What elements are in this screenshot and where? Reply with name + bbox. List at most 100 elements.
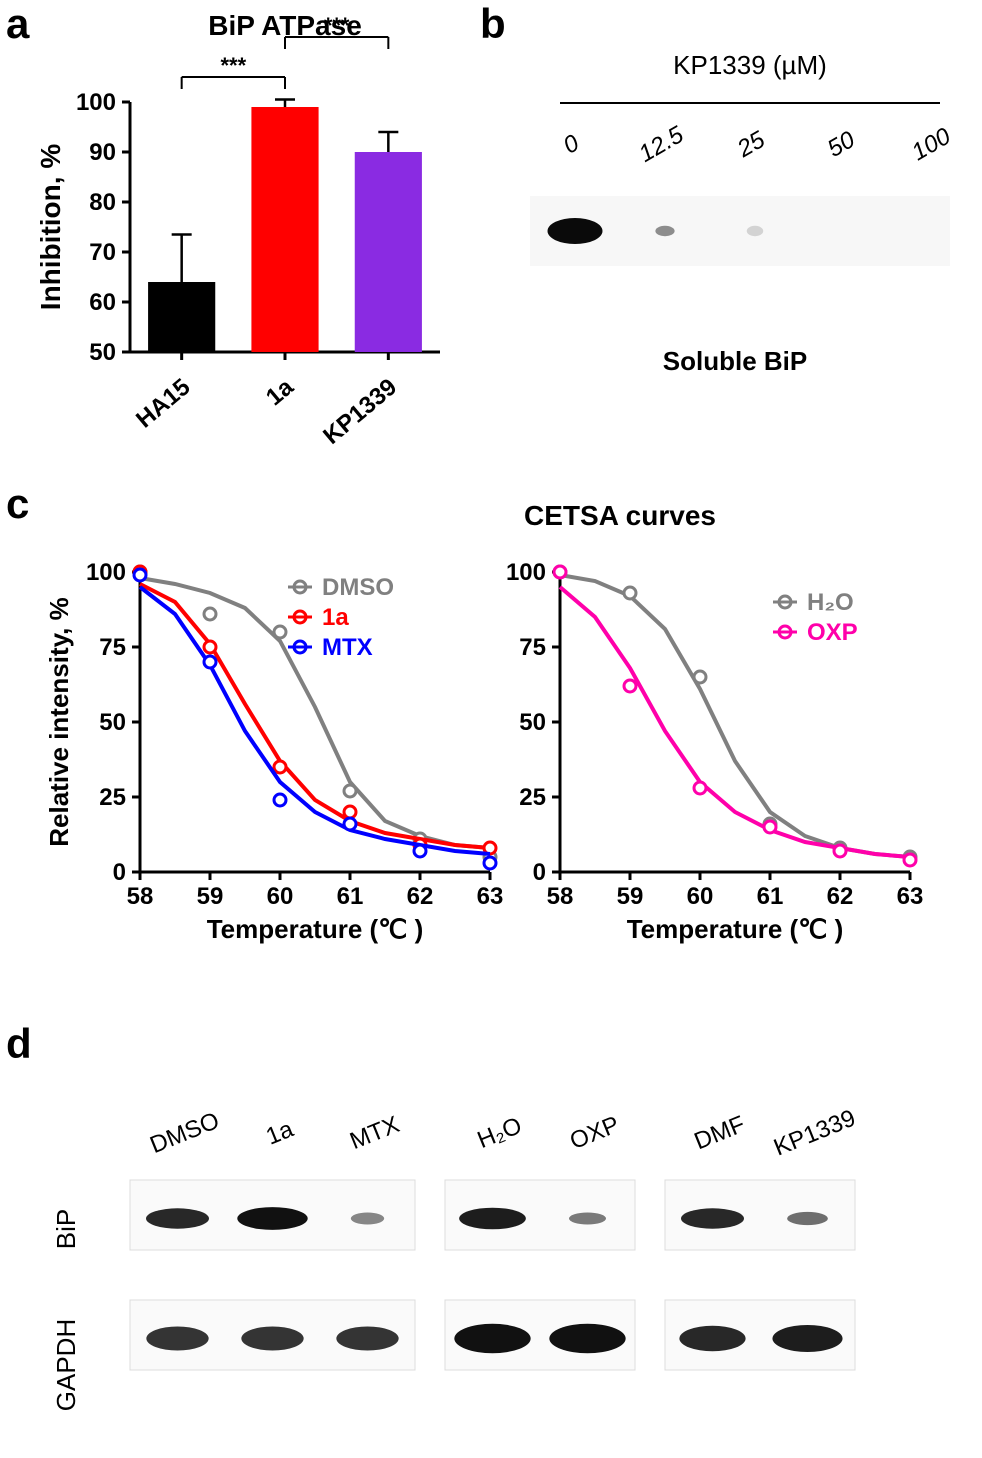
panel-c-title: CETSA curves: [280, 500, 960, 532]
svg-text:50: 50: [89, 339, 116, 366]
svg-text:62: 62: [827, 883, 854, 910]
bar: [251, 107, 318, 352]
data-point: [764, 821, 776, 833]
curve: [140, 584, 490, 848]
band: [747, 226, 764, 236]
svg-text:75: 75: [519, 634, 546, 661]
panel-b-header: KP1339 (µM): [540, 50, 960, 81]
data-point: [624, 680, 636, 692]
data-point: [134, 569, 146, 581]
svg-text:58: 58: [547, 883, 574, 910]
svg-text:62: 62: [407, 883, 434, 910]
svg-text:100: 100: [506, 559, 546, 586]
svg-text:MTX: MTX: [322, 634, 373, 661]
svg-text:75: 75: [99, 634, 126, 661]
svg-text:HA15: HA15: [131, 373, 195, 433]
svg-text:KP1339: KP1339: [770, 1105, 859, 1162]
svg-text:***: ***: [324, 13, 350, 38]
svg-text:59: 59: [617, 883, 644, 910]
svg-text:BiP: BiP: [51, 1209, 81, 1249]
svg-text:80: 80: [89, 189, 116, 216]
data-point: [204, 641, 216, 653]
bar-chart-a: 5060708090100Inhibition, %HA151aKP1339**…: [30, 42, 460, 442]
data-point: [274, 761, 286, 773]
svg-text:1a: 1a: [261, 373, 299, 411]
bar: [148, 282, 215, 352]
svg-text:50: 50: [99, 709, 126, 736]
data-point: [904, 854, 916, 866]
svg-text:25: 25: [732, 126, 770, 164]
svg-text:KP1339: KP1339: [318, 373, 402, 449]
svg-text:Inhibition, %: Inhibition, %: [35, 144, 66, 311]
curve: [140, 587, 490, 854]
data-point: [624, 587, 636, 599]
panel-b: KP1339 (µM) 0 12.5 25 50 100 Soluble BiP: [510, 50, 960, 410]
data-point: [834, 845, 846, 857]
svg-text:59: 59: [197, 883, 224, 910]
svg-text:58: 58: [127, 883, 154, 910]
svg-text:50: 50: [823, 126, 860, 163]
cetsa-charts: 0 25 50 75 100 58 59 60 61 62 63 Temperature (℃ ) Re…: [30, 532, 960, 992]
svg-text:DMSO: DMSO: [322, 574, 394, 601]
panel-label-b: b: [480, 0, 506, 48]
data-point: [694, 782, 706, 794]
svg-text:DMF: DMF: [691, 1111, 749, 1156]
data-point: [554, 566, 566, 578]
svg-text:61: 61: [757, 883, 784, 910]
data-point: [344, 785, 356, 797]
svg-text:100: 100: [76, 89, 116, 116]
svg-text:0: 0: [559, 129, 585, 159]
svg-text:H₂O: H₂O: [807, 589, 854, 616]
svg-text:25: 25: [519, 784, 546, 811]
svg-text:Temperature (℃ ): Temperature (℃ ): [627, 914, 844, 944]
svg-text:1a: 1a: [322, 604, 349, 631]
panel-label-d: d: [6, 1020, 32, 1068]
data-point: [204, 608, 216, 620]
svg-text:1a: 1a: [262, 1115, 297, 1150]
panel-d: BiP GAPDH DMSO 1a MTX H₂O OXP DMF KP1339: [50, 1050, 960, 1440]
panel-c: CETSA curves 0 25 50 75 100 58 59 60 61 62 63 Tempe…: [30, 500, 960, 1000]
panel-a: BiP ATPase 5060708090100Inhibition, %HA1…: [30, 10, 460, 450]
svg-text:0: 0: [533, 859, 546, 886]
curve: [140, 578, 490, 848]
data-point: [414, 845, 426, 857]
band: [655, 226, 674, 236]
panel-label-c: c: [6, 480, 29, 528]
data-point: [344, 818, 356, 830]
data-point: [274, 794, 286, 806]
bar: [355, 152, 422, 352]
svg-text:DMSO: DMSO: [146, 1107, 223, 1159]
svg-text:***: ***: [220, 53, 246, 78]
svg-text:90: 90: [89, 139, 116, 166]
data-point: [484, 857, 496, 869]
svg-text:100: 100: [907, 122, 956, 166]
curve: [560, 575, 910, 857]
data-point: [274, 626, 286, 638]
svg-text:H₂O: H₂O: [474, 1112, 526, 1154]
panel-b-caption: Soluble BiP: [510, 346, 960, 377]
svg-text:50: 50: [519, 709, 546, 736]
svg-text:100: 100: [86, 559, 126, 586]
svg-text:61: 61: [337, 883, 364, 910]
band: [548, 218, 603, 244]
svg-text:MTX: MTX: [346, 1111, 403, 1155]
western-blots-d: BiP GAPDH DMSO 1a MTX H₂O OXP DMF KP1339: [50, 1050, 960, 1440]
svg-text:GAPDH: GAPDH: [51, 1319, 81, 1411]
svg-text:63: 63: [477, 883, 504, 910]
svg-text:Relative intensity, %: Relative intensity, %: [44, 597, 74, 847]
svg-text:60: 60: [89, 289, 116, 316]
svg-text:0: 0: [113, 859, 126, 886]
blot-b: 0 12.5 25 50 100: [510, 81, 960, 331]
data-point: [344, 806, 356, 818]
panel-label-a: a: [6, 0, 29, 48]
svg-text:12.5: 12.5: [634, 121, 689, 168]
svg-text:OXP: OXP: [566, 1111, 623, 1155]
svg-text:25: 25: [99, 784, 126, 811]
svg-text:Temperature (℃ ): Temperature (℃ ): [207, 914, 424, 944]
svg-text:63: 63: [897, 883, 924, 910]
svg-text:OXP: OXP: [807, 619, 858, 646]
data-point: [204, 656, 216, 668]
svg-text:60: 60: [687, 883, 714, 910]
svg-text:70: 70: [89, 239, 116, 266]
svg-text:60: 60: [267, 883, 294, 910]
